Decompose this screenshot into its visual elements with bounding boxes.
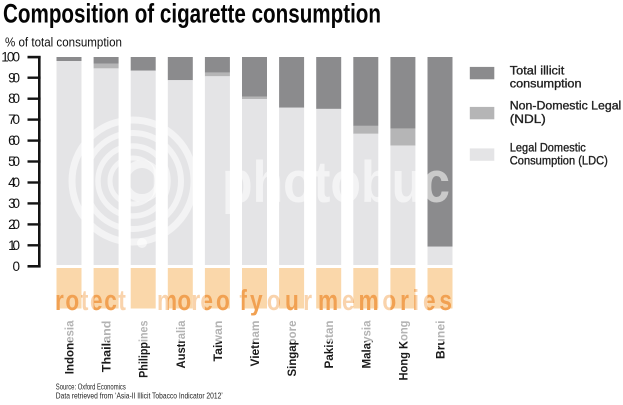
svg-text:50: 50 xyxy=(8,154,20,169)
svg-text:Thailand: Thailand xyxy=(100,321,114,373)
svg-text:Pakistan: Pakistan xyxy=(322,321,336,369)
svg-text:Singapore: Singapore xyxy=(285,320,299,376)
svg-text:more: more xyxy=(157,283,213,316)
svg-text:100: 100 xyxy=(1,50,20,65)
svg-text:Legal Domestic: Legal Domestic xyxy=(510,140,586,154)
svg-text:Brunei: Brunei xyxy=(434,321,448,360)
svg-text:Australia: Australia xyxy=(174,320,188,368)
svg-text:Vietnam: Vietnam xyxy=(248,321,262,367)
svg-text:photobuc: photobuc xyxy=(222,150,450,215)
svg-text:20: 20 xyxy=(8,217,20,232)
svg-text:Philippines: Philippines xyxy=(137,320,151,378)
svg-text:Malaysia: Malaysia xyxy=(359,320,373,368)
svg-text:Hong Kong: Hong Kong xyxy=(396,321,410,381)
svg-text:Consumption (LDC): Consumption (LDC) xyxy=(510,153,608,167)
svg-text:0: 0 xyxy=(12,259,20,274)
svg-text:Total illicit: Total illicit xyxy=(510,63,565,77)
svg-text:Hong Kong: Hong Kong xyxy=(396,321,410,381)
svg-text:Composition of cigarette consu: Composition of cigarette consumption xyxy=(3,0,381,29)
svg-text:Philippines: Philippines xyxy=(137,320,151,378)
svg-text:rotect: rotect xyxy=(55,283,126,316)
svg-text:Vietnam: Vietnam xyxy=(248,321,262,367)
svg-text:(NDL): (NDL) xyxy=(510,112,546,126)
svg-text:Singapore: Singapore xyxy=(285,320,299,376)
svg-text:70: 70 xyxy=(8,112,20,127)
svg-text:40: 40 xyxy=(8,175,20,190)
svg-text:80: 80 xyxy=(8,91,20,106)
svg-text:consumption: consumption xyxy=(510,76,582,90)
svg-text:Pakistan: Pakistan xyxy=(322,321,336,369)
svg-text:60: 60 xyxy=(8,133,20,148)
svg-text:Malaysia: Malaysia xyxy=(359,320,373,368)
svg-text:30: 30 xyxy=(8,196,20,211)
svg-text:Source: Oxford Economics: Source: Oxford Economics xyxy=(56,382,126,392)
svg-text:Taiwan: Taiwan xyxy=(211,321,225,362)
svg-text:Brunei: Brunei xyxy=(434,321,448,360)
svg-text:Indonesia: Indonesia xyxy=(63,320,77,374)
svg-text:Australia: Australia xyxy=(174,320,188,368)
svg-text:% of total consumption: % of total consumption xyxy=(5,36,122,50)
svg-text:90: 90 xyxy=(8,70,20,85)
svg-text:Non-Domestic Legal: Non-Domestic Legal xyxy=(510,99,622,113)
svg-text:Data retrieved from ‘Asia-II I: Data retrieved from ‘Asia-II Illicit Tob… xyxy=(56,390,223,400)
svg-text:Indonesia: Indonesia xyxy=(63,320,77,374)
svg-text:10: 10 xyxy=(8,238,20,253)
svg-text:Taiwan: Taiwan xyxy=(211,321,225,362)
svg-text:Thailand: Thailand xyxy=(100,321,114,373)
